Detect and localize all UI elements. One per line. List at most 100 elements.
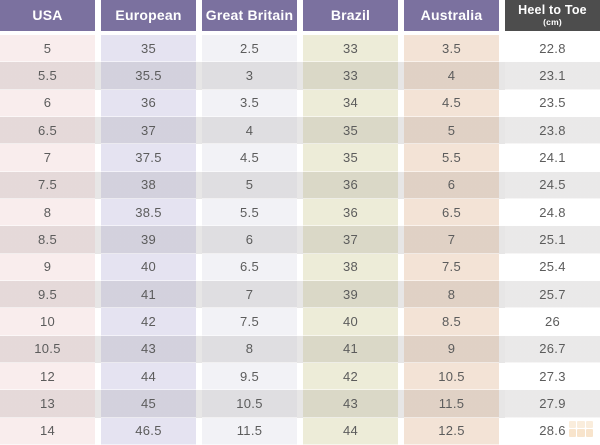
table-row: 7.5 38 5 36 6 24.5 <box>0 171 600 199</box>
table-cell: 23.5 <box>505 89 600 117</box>
table-cell: 41 <box>303 335 398 363</box>
column-header-label: Heel to Toe <box>518 2 587 17</box>
column-header-label: Brazil <box>330 7 371 24</box>
table-cell: 8.5 <box>404 308 499 336</box>
table-cell: 2.5 <box>202 35 297 63</box>
table-cell: 39 <box>101 226 196 254</box>
table-cell: 44 <box>101 362 196 391</box>
column-header-label: USA <box>32 7 63 24</box>
table-cell: 8 <box>202 335 297 363</box>
table-cell: 8 <box>0 198 95 227</box>
table-cell: 3.5 <box>202 89 297 117</box>
table-body: 5 35 2.5 33 3.5 22.8 5.5 35.5 3 33 4 23.1 6 36 3.5 34 4.… <box>0 35 600 445</box>
table-cell: 6 <box>202 226 297 254</box>
table-cell: 8.5 <box>0 226 95 254</box>
table-cell: 35 <box>101 35 196 63</box>
table-cell: 42 <box>303 362 398 391</box>
table-cell: 12 <box>0 362 95 391</box>
table-cell: 6.5 <box>0 116 95 145</box>
table-cell: 7.5 <box>0 171 95 199</box>
table-cell: 40 <box>101 253 196 281</box>
table-cell: 7 <box>404 226 499 254</box>
table-cell: 33 <box>303 62 398 90</box>
table-cell: 14 <box>0 417 95 445</box>
table-row: 14 46.5 11.5 44 12.5 28.6 <box>0 417 600 445</box>
table-cell: 6.5 <box>404 198 499 227</box>
table-cell: 36 <box>303 198 398 227</box>
table-cell: 4 <box>404 62 499 90</box>
table-row: 8 38.5 5.5 36 6.5 24.8 <box>0 198 600 227</box>
table-cell: 25.7 <box>505 280 600 309</box>
table-cell: 11.5 <box>404 390 499 418</box>
table-cell: 13 <box>0 390 95 418</box>
table-row: 10 42 7.5 40 8.5 26 <box>0 308 600 336</box>
column-header-heel-to-toe: Heel to Toe (cm) <box>505 0 600 31</box>
column-header-label: Australia <box>420 7 483 24</box>
table-cell: 24.1 <box>505 144 600 172</box>
table-cell: 9 <box>404 335 499 363</box>
table-row: 12 44 9.5 42 10.5 27.3 <box>0 362 600 391</box>
table-cell: 5.5 <box>202 198 297 227</box>
column-header-european: European <box>101 0 196 31</box>
table-cell: 7 <box>202 280 297 309</box>
table-row: 6 36 3.5 34 4.5 23.5 <box>0 89 600 117</box>
table-cell: 23.1 <box>505 62 600 90</box>
table-cell: 41 <box>101 280 196 309</box>
table-cell: 27.9 <box>505 390 600 418</box>
table-row: 10.5 43 8 41 9 26.7 <box>0 335 600 363</box>
table-cell: 40 <box>303 308 398 336</box>
table-cell: 9.5 <box>0 280 95 309</box>
table-cell: 5 <box>404 116 499 145</box>
table-cell: 36 <box>303 171 398 199</box>
table-cell: 26 <box>505 308 600 336</box>
table-cell: 33 <box>303 35 398 63</box>
column-header-usa: USA <box>0 0 95 31</box>
table-cell: 39 <box>303 280 398 309</box>
table-cell: 7 <box>0 144 95 172</box>
column-header-great-britain: Great Britain <box>202 0 297 31</box>
column-header-label: Great Britain <box>205 7 294 24</box>
table-cell: 10.5 <box>0 335 95 363</box>
table-cell: 9.5 <box>202 362 297 391</box>
table-row: 5.5 35.5 3 33 4 23.1 <box>0 62 600 90</box>
table-cell: 7.5 <box>404 253 499 281</box>
table-cell: 42 <box>101 308 196 336</box>
table-cell: 5 <box>202 171 297 199</box>
table-cell: 5 <box>0 35 95 63</box>
table-cell: 4.5 <box>202 144 297 172</box>
table-cell: 8 <box>404 280 499 309</box>
column-header-australia: Australia <box>404 0 499 31</box>
table-cell: 45 <box>101 390 196 418</box>
table-cell: 34 <box>303 89 398 117</box>
table-row: 6.5 37 4 35 5 23.8 <box>0 116 600 145</box>
column-header-brazil: Brazil <box>303 0 398 31</box>
watermark-logo-icon <box>569 421 593 438</box>
table-cell: 27.3 <box>505 362 600 391</box>
table-cell: 36 <box>101 89 196 117</box>
table-cell: 43 <box>303 390 398 418</box>
table-cell: 12.5 <box>404 417 499 445</box>
table-cell: 44 <box>303 417 398 445</box>
table-cell: 3.5 <box>404 35 499 63</box>
table-cell: 5.5 <box>0 62 95 90</box>
column-header-label: European <box>115 7 182 24</box>
table-row: 9 40 6.5 38 7.5 25.4 <box>0 253 600 281</box>
table-cell: 38 <box>101 171 196 199</box>
table-row: 9.5 41 7 39 8 25.7 <box>0 280 600 309</box>
table-cell: 38 <box>303 253 398 281</box>
table-cell: 35 <box>303 144 398 172</box>
table-cell: 37.5 <box>101 144 196 172</box>
table-cell: 4.5 <box>404 89 499 117</box>
table-cell: 3 <box>202 62 297 90</box>
table-row: 8.5 39 6 37 7 25.1 <box>0 226 600 254</box>
table-cell: 37 <box>303 226 398 254</box>
table-cell: 7.5 <box>202 308 297 336</box>
table-cell: 35.5 <box>101 62 196 90</box>
table-cell: 38.5 <box>101 198 196 227</box>
table-cell: 4 <box>202 116 297 145</box>
table-cell: 22.8 <box>505 35 600 63</box>
table-cell: 10.5 <box>404 362 499 391</box>
table-cell: 28.6 <box>505 417 600 445</box>
table-cell: 25.1 <box>505 226 600 254</box>
